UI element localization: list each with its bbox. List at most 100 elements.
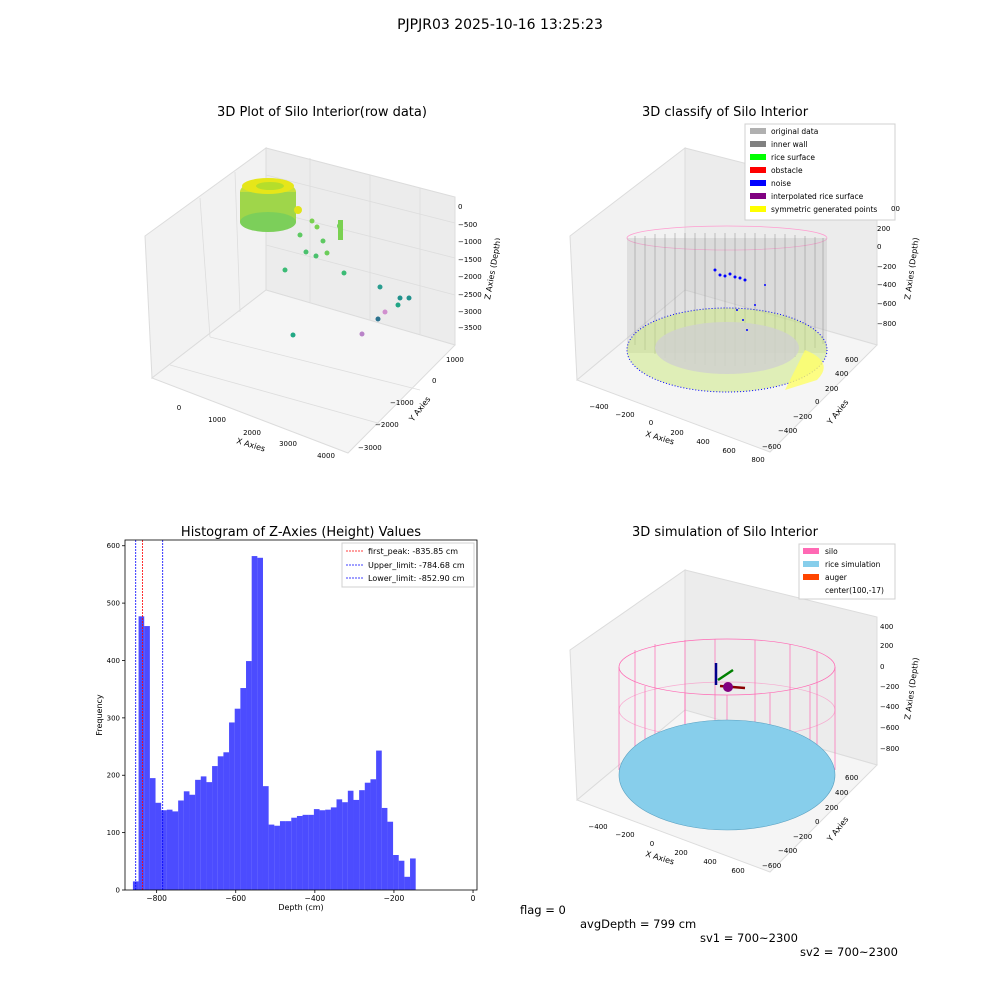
classify-zlabel: Z Axies (Depth) (903, 237, 921, 300)
raw-xtick: 3000 (279, 440, 297, 448)
classify-legend-label: inner wall (771, 140, 808, 149)
hist-ytick-label: 500 (107, 600, 120, 608)
hist-bar (393, 855, 399, 890)
raw-point-cloud (240, 178, 412, 338)
hist-bar (274, 825, 280, 890)
hist-xtick-label: −600 (225, 894, 246, 903)
hist-bar (319, 810, 326, 890)
classify-legend-label: rice surface (771, 153, 815, 162)
hist-bar (353, 799, 360, 890)
classify-legend-swatch (750, 206, 766, 212)
hist-ytick-label: 600 (107, 542, 120, 550)
raw-xticks: 0 1000 2000 3000 4000 (177, 404, 335, 460)
hist-bar (330, 807, 337, 890)
simulation-3d-panel: 3D simulation of Silo Interior silo rice… (569, 525, 921, 875)
raw-ytick: 1000 (446, 356, 464, 364)
hist-bar (189, 794, 196, 890)
classify-legend-label: interpolated rice surface (771, 192, 864, 201)
simulation-zticks: 400 200 0 −200 −400 −600 −800 (880, 623, 899, 753)
hist-bar (178, 800, 184, 890)
hist-bar (364, 782, 371, 890)
raw-ytick: −3000 (358, 444, 382, 452)
simulation-ytick: −400 (778, 847, 797, 855)
hist-bar (172, 811, 179, 890)
hist-bar (149, 778, 156, 890)
classify-legend-swatch (750, 180, 766, 186)
hist-bar (234, 708, 241, 890)
simulation-legend-label: auger (825, 573, 848, 582)
hist-frame (124, 539, 478, 891)
classify-legend-swatch (750, 167, 766, 173)
simulation-legend-label: rice simulation (825, 560, 881, 569)
raw-ztick: −2500 (458, 291, 482, 299)
hist-ytick-label: 200 (107, 772, 120, 780)
simulation-ytick: −600 (762, 862, 781, 870)
hist-bar (398, 860, 405, 890)
hist-bar (262, 786, 269, 890)
simulation-ylabel: Y Axies (825, 815, 851, 844)
classify-ztick: −400 (877, 281, 896, 289)
hist-bar (387, 821, 394, 890)
classify-silo (626, 225, 828, 393)
classify-legend-label: noise (771, 179, 791, 188)
simulation-ztick: −200 (880, 683, 899, 691)
classify-ytick: 0 (815, 398, 819, 406)
hist-xtick-label: −800 (146, 894, 167, 903)
hist-bar (246, 661, 252, 890)
simulation-ztick: 200 (880, 642, 893, 650)
classify-ztick: 200 (877, 225, 890, 233)
classify-ztick: −600 (877, 300, 896, 308)
histogram-chart: Histogram of Z-Axies (Height) Values −80… (95, 525, 478, 912)
raw-ytick: 0 (432, 377, 436, 385)
classify-3d-panel: 3D classify of Silo Interior (569, 105, 921, 464)
classify-legend-swatch (750, 141, 766, 147)
raw-ztick: −1500 (458, 256, 482, 264)
hist-bar (223, 752, 230, 890)
classify-ytick: −200 (793, 413, 812, 421)
simulation-title: 3D simulation of Silo Interior (632, 525, 819, 540)
classify-xtick: 0 (649, 419, 653, 427)
classify-xtick: 600 (722, 447, 735, 455)
raw-zlabel: Z Axies (Depth) (483, 237, 500, 300)
hist-xlabel: Depth (cm) (278, 903, 323, 912)
hist-bar (404, 876, 411, 890)
hist-legend: first_peak: -835.85 cm Upper_limit: -784… (341, 542, 475, 588)
simulation-xticks: −400 −200 0 200 400 600 (588, 823, 744, 875)
simulation-xtick: 200 (674, 849, 687, 857)
hist-title: Histogram of Z-Axies (Height) Values (181, 525, 421, 540)
simulation-ytick: 600 (845, 774, 858, 782)
hist-bar (285, 821, 292, 890)
figure-title: PJPJR03 2025-10-16 13:25:23 (397, 17, 603, 33)
hist-bar (325, 809, 331, 890)
classify-xticks: −400 −200 0 200 400 600 800 (589, 403, 764, 464)
classify-ztick-partial: 00 (891, 205, 900, 213)
hist-bar (138, 616, 145, 890)
status-footer: flag = 0 avgDepth = 799 cm sv1 = 700~230… (0, 889, 1000, 959)
raw-ytick: −2000 (375, 421, 399, 429)
simulation-ztick: −400 (880, 703, 899, 711)
hist-bar (359, 790, 365, 890)
classify-xtick: 200 (670, 429, 683, 437)
hist-bar (183, 791, 190, 890)
hist-xtick-label: 0 (471, 894, 476, 903)
raw-pane-floor (150, 289, 456, 454)
hist-bar (240, 688, 247, 890)
hist-xticks: −800 −600 −400 −200 0 (146, 890, 476, 903)
sv2-text: sv2 = 700~2300 (800, 945, 898, 959)
classify-ylabel: Y Axies (825, 398, 851, 427)
avg-depth-text: avgDepth = 799 cm (580, 917, 697, 931)
hist-ytick-label: 0 (116, 887, 120, 895)
hist-bar (336, 799, 343, 890)
simulation-xtick: 600 (731, 867, 744, 875)
hist-bar (302, 814, 309, 890)
hist-bar (279, 821, 286, 890)
hist-bar (410, 858, 416, 890)
hist-bar (161, 810, 167, 890)
hist-xtick-label: −200 (384, 894, 405, 903)
classify-ztick: −200 (877, 263, 896, 271)
hist-xtick-label: −400 (305, 894, 326, 903)
hist-legend-label: first_peak: -835.85 cm (368, 547, 458, 556)
raw-xtick: 4000 (317, 452, 335, 460)
classify-xtick: 800 (751, 456, 764, 464)
hist-ylabel: Frequency (95, 694, 104, 736)
